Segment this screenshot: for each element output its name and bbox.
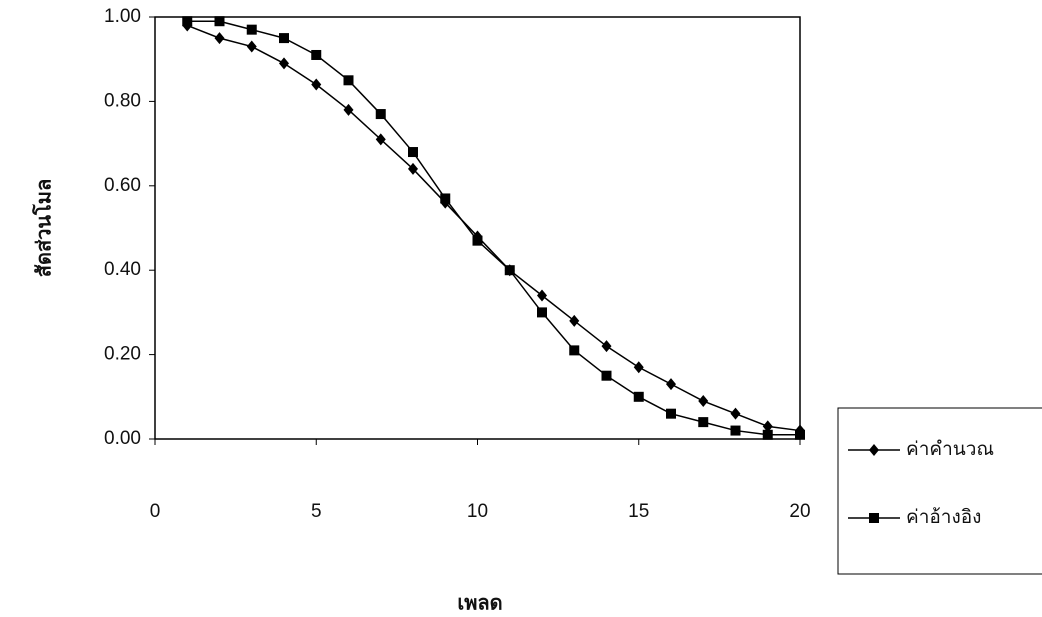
x-tick-label: 0	[150, 501, 161, 522]
marker-square	[343, 75, 354, 86]
marker-diamond	[214, 32, 225, 45]
marker-diamond	[730, 407, 741, 420]
legend-marker	[869, 444, 879, 456]
legend-marker	[869, 513, 879, 523]
marker-square	[569, 345, 580, 356]
marker-square	[375, 109, 386, 120]
marker-diamond	[569, 314, 580, 327]
marker-diamond	[601, 340, 612, 353]
marker-square	[633, 391, 644, 402]
marker-diamond	[246, 40, 257, 53]
marker-square	[666, 408, 676, 419]
legend-label: ค่าคำนวณ	[906, 439, 994, 460]
marker-square	[601, 370, 612, 381]
y-tick-label: 0.00	[104, 428, 141, 449]
legend-label: ค่าอ้างอิง	[906, 507, 981, 528]
marker-square	[795, 429, 805, 440]
x-tick-label: 20	[789, 501, 810, 522]
y-tick-label: 0.20	[104, 344, 141, 365]
plot-frame	[154, 16, 801, 440]
marker-square	[182, 16, 193, 27]
marker-diamond	[279, 57, 289, 70]
marker-square	[214, 16, 225, 27]
marker-square	[537, 307, 547, 318]
marker-diamond	[375, 133, 386, 146]
y-tick-label: 0.40	[104, 259, 141, 280]
marker-diamond	[698, 395, 709, 408]
series-line	[186, 24, 801, 432]
y-tick-label: 1.00	[104, 6, 141, 27]
marker-square	[279, 33, 289, 44]
marker-square	[246, 24, 257, 35]
x-axis-title: เพลด	[457, 592, 502, 614]
marker-diamond	[343, 103, 354, 116]
marker-square	[762, 429, 773, 440]
marker-square	[440, 193, 451, 204]
marker-square	[311, 49, 322, 60]
marker-square	[472, 235, 483, 246]
marker-diamond	[633, 361, 644, 374]
marker-diamond	[311, 78, 322, 91]
x-tick-label: 5	[311, 501, 322, 522]
y-axis-title: สัดส่วนโมล	[31, 179, 55, 278]
marker-diamond	[666, 378, 676, 391]
marker-square	[504, 265, 515, 276]
marker-square	[408, 147, 418, 158]
series-line	[187, 20, 800, 436]
marker-diamond	[408, 162, 418, 175]
marker-square	[698, 417, 709, 428]
legend-box	[837, 407, 1042, 575]
marker-square	[730, 425, 741, 436]
x-tick-label: 15	[628, 501, 649, 522]
marker-diamond	[537, 289, 547, 302]
marker-diamond	[762, 420, 773, 433]
y-tick-label: 0.80	[104, 90, 141, 111]
y-tick-label: 0.60	[104, 175, 141, 196]
x-tick-label: 10	[467, 501, 488, 522]
